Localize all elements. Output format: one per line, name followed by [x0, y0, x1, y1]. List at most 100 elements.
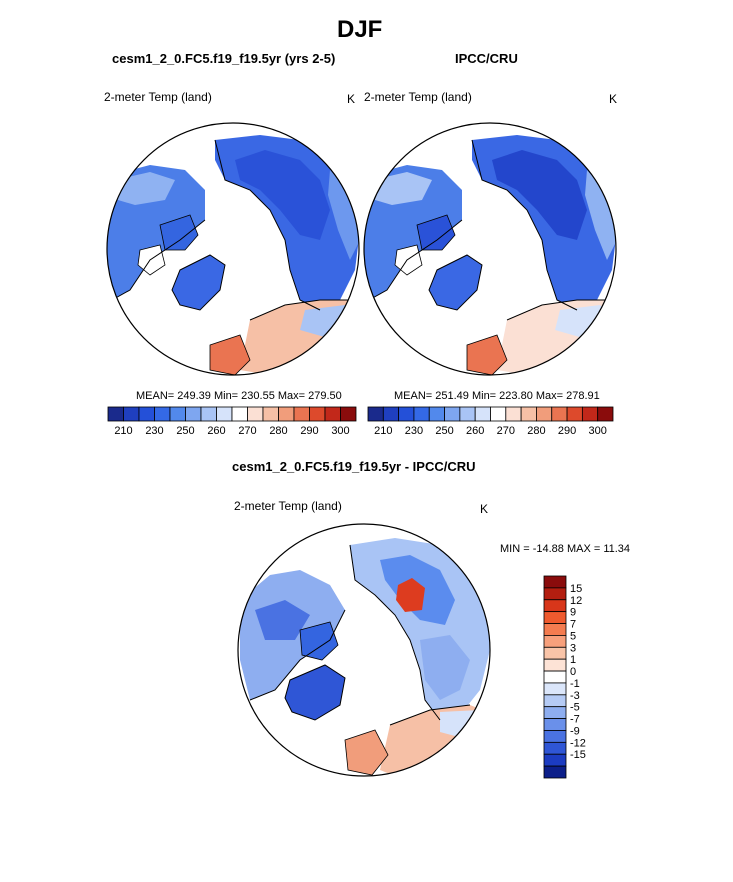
diff-colorbar-tick-label: 3 [570, 642, 576, 654]
panel-2-units: K [609, 92, 618, 106]
panel-2-colorbar-tick-label: 250 [435, 425, 453, 437]
panel-2-colorbar-tick-label: 260 [466, 425, 484, 437]
panel-2-colorbar-tick-label: 280 [527, 425, 545, 437]
diff-colorbar-swatch [543, 741, 567, 755]
panel-1-map [106, 122, 360, 376]
diff-colorbar-tick-label: -3 [570, 690, 580, 702]
diff-colorbar-tick-label: 7 [570, 619, 576, 631]
panel-2-colorbar-swatch [597, 406, 614, 422]
diff-colorbar-swatch [543, 765, 567, 779]
diff-colorbar-tick-label: 1 [570, 654, 576, 666]
diff-title: cesm1_2_0.FC5.f19_f19.5yr - IPCC/CRU [232, 459, 476, 474]
diff-colorbar-tick-label: -12 [570, 737, 586, 749]
diff-colorbar-swatch [543, 670, 567, 684]
panel-1-colorbar-swatch [185, 406, 202, 422]
panel-3-map [237, 523, 491, 777]
panel-1-colorbar-tick-label: 270 [238, 425, 256, 437]
panel-2-colorbar-swatch [444, 406, 461, 422]
panel-2-colorbar-swatch [474, 406, 491, 422]
panel-2-colorbar-swatch [428, 406, 445, 422]
panel-1-colorbar-swatch [324, 406, 341, 422]
greenland [284, 664, 346, 721]
diff-colorbar-swatch [543, 753, 567, 767]
panel-2-colorbar-swatch [581, 406, 599, 422]
panel-1-colorbar-swatch [262, 406, 279, 422]
panel-2-colorbar-swatch [520, 406, 537, 422]
panel-1-colorbar-swatch [154, 406, 171, 422]
panel-1-colorbar-tick-label: 290 [300, 425, 318, 437]
panel-1-colorbar-swatch [138, 406, 155, 422]
panel-2-colorbar-tick-label: 300 [589, 425, 607, 437]
panel-2-colorbar-tick-label: 210 [374, 425, 392, 437]
diff-colorbar-tick-label: -9 [570, 725, 580, 737]
panel-1-colorbar-swatch [231, 406, 248, 422]
diff-colorbar-tick-label: -7 [570, 714, 580, 726]
panel-2-colorbar-swatch [382, 406, 400, 422]
diff-colorbar-swatch [543, 623, 567, 636]
panel-1-colorbar-swatch [123, 406, 140, 422]
panel-1-colorbar-swatch [216, 406, 233, 422]
panel-1-colorbar-tick-label: 210 [114, 425, 132, 437]
panel-2-colorbar-swatch [398, 406, 415, 422]
panel-1-colorbar-swatch [309, 406, 326, 422]
panel-3-units: K [480, 502, 489, 516]
panel-2-colorbar-swatch [566, 406, 583, 422]
panel-1-colorbar-swatch [247, 406, 264, 422]
diff-colorbar-swatch [543, 611, 567, 624]
greenland [171, 254, 226, 311]
panel-2-colorbar-tick-label: 270 [497, 425, 515, 437]
diff-colorbar-swatch [543, 718, 567, 731]
diff-colorbar-tick-label: -1 [570, 678, 580, 690]
panel-1-colorbar-tick-label: 250 [176, 425, 194, 437]
panel-1-colorbar-swatch [293, 406, 310, 422]
diff-colorbar-swatch [543, 575, 567, 589]
panel-1-colorbar-swatch [278, 406, 295, 422]
panel-1-stats: MEAN= 249.39 Min= 230.55 Max= 279.50 [136, 390, 342, 402]
diff-colorbar-tick-label: 5 [570, 630, 576, 642]
hot-anomaly [396, 578, 425, 612]
diff-colorbar-tick-label: 15 [570, 583, 582, 595]
panel-2-variable: 2-meter Temp (land) [364, 90, 472, 104]
diff-colorbar-swatch [543, 646, 567, 660]
diff-colorbar-swatch [543, 682, 567, 696]
panel-2-map [363, 122, 617, 376]
panel-2-colorbar-tick-label: 230 [405, 425, 423, 437]
panel-2-colorbar-swatch [490, 406, 507, 422]
diff-colorbar-tick-label: -5 [570, 702, 580, 714]
diff-colorbar-tick-label: 12 [570, 595, 582, 607]
panel-2-colorbar-tick-label: 290 [558, 425, 576, 437]
panel-2-title: IPCC/CRU [455, 51, 518, 66]
diff-colorbar-tick-label: 9 [570, 607, 576, 619]
diff-colorbar-swatch [543, 599, 567, 613]
panel-1-colorbar: 210 230 250 260 270 280 290 300 [107, 406, 357, 437]
diff-colorbar-swatch [543, 730, 567, 743]
greenland [428, 254, 483, 311]
panel-1-colorbar-swatch [340, 406, 357, 422]
diff-colorbar-swatch [543, 635, 567, 648]
diff-colorbar-tick-label: 0 [570, 666, 576, 678]
panel-1-colorbar-tick-label: 230 [145, 425, 163, 437]
panel-1-variable: 2-meter Temp (land) [104, 90, 212, 104]
diff-colorbar-swatch [543, 587, 567, 601]
panel-1-colorbar-tick-label: 280 [269, 425, 287, 437]
panel-1-colorbar-tick-label: 260 [207, 425, 225, 437]
panel-1-units: K [347, 92, 356, 106]
panel-2-colorbar-swatch [413, 406, 430, 422]
panel-2-colorbar-swatch [505, 406, 522, 422]
panel-1-colorbar-swatch [200, 406, 217, 422]
panel-1-colorbar-swatch [107, 406, 124, 422]
panel-3-variable: 2-meter Temp (land) [234, 499, 342, 513]
panel-3-stats: MIN = -14.88 MAX = 11.34 [500, 543, 631, 555]
panel-2-colorbar-swatch [536, 406, 553, 422]
panel-2-stats: MEAN= 251.49 Min= 223.80 Max= 278.91 [394, 390, 600, 402]
diff-colorbar-tick-label: -15 [570, 749, 586, 761]
diff-colorbar-swatch [543, 658, 567, 672]
figure-title: DJF [337, 16, 383, 43]
panel-1-colorbar-tick-label: 300 [331, 425, 349, 437]
panel-2-colorbar: 210 230 250 260 270 280 290 300 [367, 406, 614, 437]
panel-2-colorbar-swatch [551, 406, 568, 422]
panel-2-colorbar-swatch [459, 406, 476, 422]
diff-colorbar-swatch [543, 706, 567, 719]
